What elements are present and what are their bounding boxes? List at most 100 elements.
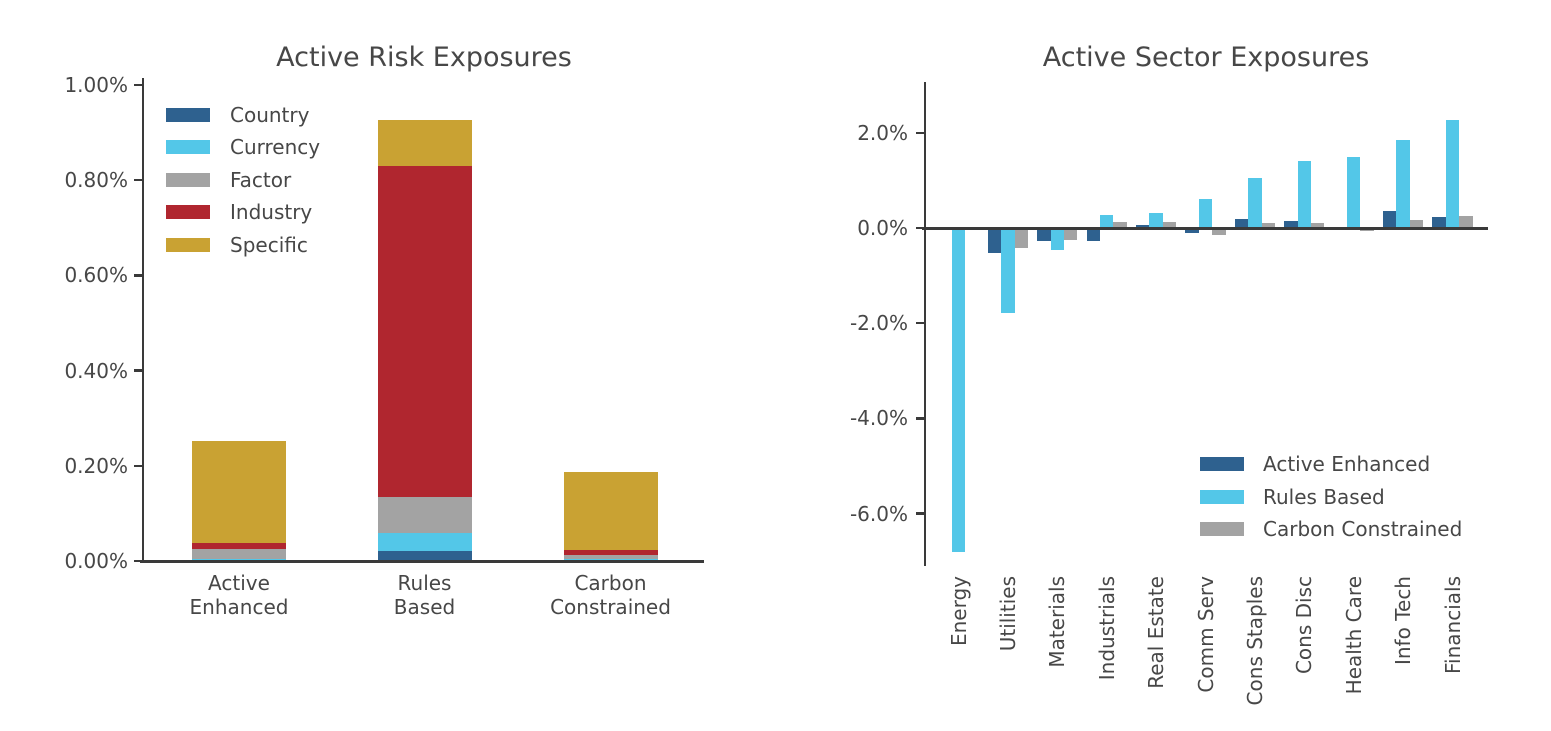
legend-label: Country <box>230 103 310 127</box>
bar-active-enhanced <box>1136 224 1150 228</box>
bar-active-enhanced <box>1383 210 1397 228</box>
bar-segment-industry <box>192 543 286 550</box>
bar-rules-based <box>1297 160 1311 228</box>
y-tick-mark <box>134 274 142 277</box>
legend-label: Factor <box>230 168 292 192</box>
bar-carbon-constrained <box>1311 222 1325 228</box>
bar-segment-factor <box>192 549 286 559</box>
x-axis-line <box>922 226 1488 230</box>
bar-carbon-constrained <box>1261 223 1275 228</box>
y-tick-label: -6.0% <box>849 501 908 526</box>
bar-rules-based <box>1050 228 1064 250</box>
legend-label: Active Enhanced <box>1263 452 1431 476</box>
y-tick-mark <box>916 131 924 135</box>
legend-label: Industry <box>230 200 313 224</box>
y-tick-mark <box>134 464 142 468</box>
legend-swatch-industry <box>166 205 210 219</box>
x-axis-label: Energy <box>946 576 971 647</box>
legend-label: Rules Based <box>1263 485 1385 509</box>
y-tick-mark <box>916 512 924 515</box>
y-tick-label: 1.00% <box>64 73 128 97</box>
x-axis-label: Financials <box>1440 576 1465 674</box>
bar-rules-based <box>1149 213 1163 228</box>
bar-segment-industry <box>377 166 472 498</box>
bar-rules-based <box>1248 177 1262 228</box>
x-axis-label: Materials <box>1045 576 1070 668</box>
chart-title: Active Risk Exposures <box>276 42 572 73</box>
bar-segment-factor <box>563 554 658 559</box>
bar-active-enhanced <box>1185 228 1199 233</box>
x-axis-label: Utilities <box>995 576 1020 652</box>
y-tick-mark <box>916 226 924 230</box>
bar-segment-industry <box>563 550 658 555</box>
bar-active-enhanced <box>1086 228 1100 241</box>
y-tick-label: -2.0% <box>849 311 908 336</box>
y-tick-mark <box>134 369 142 372</box>
x-axis-label: Cons Disc <box>1292 576 1317 675</box>
bar-active-enhanced <box>1037 228 1051 242</box>
legend-swatch-currency <box>166 140 210 154</box>
x-axis-label: Cons Staples <box>1242 576 1267 706</box>
bar-segment-country <box>377 551 472 561</box>
bar-active-enhanced <box>1432 216 1446 228</box>
bar-carbon-constrained <box>1113 222 1127 228</box>
legend-swatch-specific <box>166 238 210 252</box>
chart-title: Active Sector Exposures <box>1042 42 1370 73</box>
bar-rules-based <box>1445 120 1460 228</box>
x-axis-label: Health Care <box>1341 576 1366 695</box>
bar-carbon-constrained <box>1409 219 1424 228</box>
y-tick-mark <box>134 178 142 182</box>
y-tick-mark <box>134 559 142 563</box>
y-tick-mark <box>134 83 142 87</box>
y-tick-mark <box>916 417 924 420</box>
bar-carbon-constrained <box>1212 228 1226 235</box>
x-axis-label: Industrials <box>1094 576 1119 681</box>
legend-swatch-active-enhanced <box>1200 457 1244 471</box>
legend-label: Currency <box>230 135 321 159</box>
bar-segment-specific <box>377 120 472 167</box>
legend-label: Carbon Constrained <box>1263 517 1463 541</box>
y-tick-label: 0.0% <box>857 216 908 240</box>
x-axis-label: Rules Based <box>393 571 456 619</box>
y-axis-spine <box>923 82 926 566</box>
x-axis-label: Comm Serv <box>1193 576 1218 693</box>
bar-carbon-constrained <box>1064 228 1078 240</box>
bar-segment-currency <box>377 533 472 552</box>
legend-swatch-carbon-constrained <box>1200 522 1244 536</box>
bar-active-enhanced <box>1284 220 1298 228</box>
y-tick-label: 0.20% <box>64 453 128 478</box>
y-axis-spine <box>141 78 144 563</box>
bar-active-enhanced <box>987 228 1002 253</box>
y-tick-label: 0.60% <box>64 263 128 288</box>
bar-rules-based <box>951 228 966 552</box>
x-axis-line <box>140 559 704 563</box>
bar-rules-based <box>1396 139 1410 228</box>
bar-carbon-constrained <box>1459 216 1473 228</box>
bar-carbon-constrained <box>1162 221 1177 228</box>
legend-label: Specific <box>230 233 308 257</box>
bar-segment-factor <box>377 497 472 534</box>
bar-carbon-constrained <box>1014 228 1028 248</box>
legend-swatch-country <box>166 108 210 122</box>
x-axis-label: Active Enhanced <box>189 571 289 619</box>
x-axis-label: Info Tech <box>1391 576 1416 666</box>
legend-swatch-factor <box>166 173 210 187</box>
bar-rules-based <box>1100 215 1114 228</box>
bar-segment-specific <box>192 441 286 544</box>
x-axis-label: Real Estate <box>1144 576 1169 689</box>
bar-segment-specific <box>563 472 658 551</box>
bar-segment-currency <box>563 558 658 561</box>
bar-rules-based <box>1347 157 1361 228</box>
bar-active-enhanced <box>1234 219 1249 228</box>
legend-swatch-rules-based <box>1200 490 1244 504</box>
bar-rules-based <box>1001 228 1015 314</box>
y-tick-label: 0.00% <box>64 549 128 573</box>
y-tick-mark <box>916 321 924 325</box>
y-tick-label: -4.0% <box>849 406 908 431</box>
y-tick-label: 2.0% <box>857 120 908 145</box>
bar-segment-currency <box>192 558 286 561</box>
y-tick-label: 0.40% <box>64 358 128 383</box>
bar-rules-based <box>1198 199 1213 228</box>
y-tick-label: 0.80% <box>64 168 128 193</box>
